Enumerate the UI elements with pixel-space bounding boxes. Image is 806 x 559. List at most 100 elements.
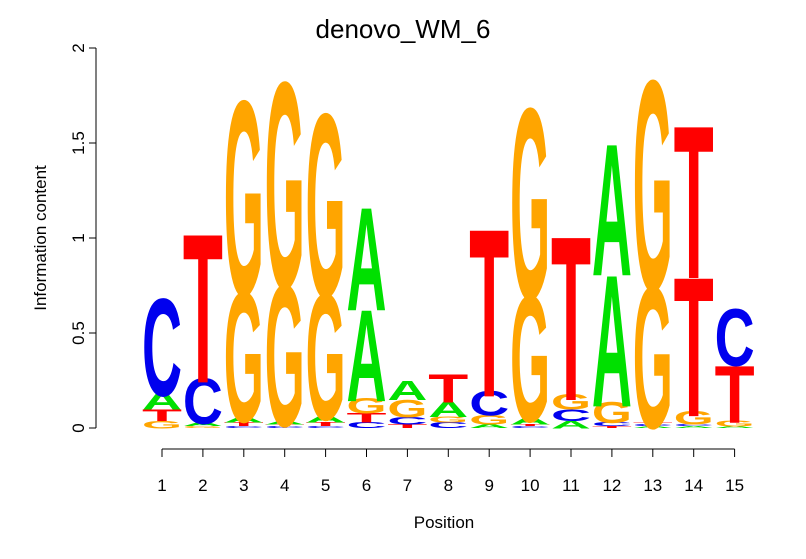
y-tick-label: 2 <box>69 43 88 52</box>
x-tick-label: 11 <box>562 476 580 495</box>
svg-text:T: T <box>592 426 632 429</box>
svg-text:C: C <box>674 424 714 427</box>
svg-text:T: T <box>224 421 264 427</box>
letter-t: T <box>674 82 714 326</box>
letter-t: T <box>428 366 468 412</box>
y-tick-label: 0.5 <box>69 321 88 345</box>
letter-t: T <box>715 348 755 440</box>
x-tick-label: 13 <box>643 476 662 495</box>
letter-a: A <box>224 415 264 424</box>
x-tick-label: 3 <box>239 476 248 495</box>
letter-t: T <box>592 426 632 429</box>
letter-c: C <box>224 426 264 429</box>
letter-t: T <box>510 424 550 427</box>
svg-text:C: C <box>510 426 550 429</box>
svg-text:T: T <box>469 179 509 448</box>
svg-text:A: A <box>142 388 182 416</box>
letter-g: G <box>142 418 182 430</box>
svg-text:C: C <box>224 426 264 429</box>
letter-t: T <box>306 421 346 427</box>
svg-text:A: A <box>347 284 387 430</box>
svg-text:G: G <box>469 412 509 427</box>
svg-text:G: G <box>633 18 673 354</box>
y-tick-label: 0 <box>69 423 88 432</box>
letter-t: T <box>633 422 673 425</box>
letter-a: A <box>592 106 632 316</box>
letter-c: C <box>428 421 468 430</box>
svg-text:G: G <box>183 426 223 429</box>
svg-text:C: C <box>551 406 591 424</box>
svg-text:G: G <box>674 408 714 429</box>
letter-g: G <box>265 20 305 350</box>
svg-text:T: T <box>674 236 714 459</box>
letter-t: T <box>387 423 427 429</box>
svg-text:G: G <box>142 418 182 430</box>
svg-text:A: A <box>265 419 305 425</box>
letter-a: A <box>347 177 387 343</box>
x-tick-label: 9 <box>484 476 493 495</box>
letter-a: A <box>469 423 509 429</box>
svg-text:A: A <box>183 421 223 427</box>
svg-text:A: A <box>428 397 468 421</box>
svg-text:C: C <box>633 424 673 427</box>
letter-a: A <box>183 421 223 427</box>
svg-text:G: G <box>551 390 591 414</box>
letter-g: G <box>633 245 673 471</box>
svg-text:G: G <box>387 395 427 422</box>
letter-c: C <box>387 415 427 427</box>
x-tick-label: 10 <box>521 476 540 495</box>
svg-text:T: T <box>347 411 387 426</box>
svg-text:A: A <box>674 426 714 429</box>
svg-text:A: A <box>592 106 632 316</box>
svg-text:T: T <box>183 190 223 428</box>
svg-text:G: G <box>510 260 550 461</box>
svg-text:A: A <box>510 415 550 427</box>
svg-text:C: C <box>265 426 305 429</box>
svg-text:A: A <box>387 376 427 407</box>
letter-g: G <box>633 18 673 354</box>
svg-text:C: C <box>592 421 632 427</box>
x-tick-label: 5 <box>321 476 330 495</box>
svg-text:C: C <box>306 426 346 429</box>
x-tick-label: 2 <box>198 476 207 495</box>
svg-text:T: T <box>142 406 182 424</box>
x-tick-label: 8 <box>444 476 453 495</box>
letter-a: A <box>265 419 305 425</box>
svg-text:A: A <box>469 423 509 429</box>
svg-text:T: T <box>510 424 550 427</box>
y-axis: 0 0.5 1 1.5 2 <box>69 43 97 433</box>
letter-g: G <box>469 412 509 427</box>
svg-text:G: G <box>306 258 346 459</box>
letter-t: T <box>347 411 387 426</box>
letter-t: T <box>674 236 714 459</box>
svg-text:C: C <box>347 421 387 430</box>
x-tick-label: 6 <box>362 476 371 495</box>
letter-g: G <box>306 60 346 353</box>
svg-text:G: G <box>224 42 264 355</box>
y-axis-label: Information content <box>31 165 50 311</box>
letter-t: T <box>551 187 591 450</box>
letter-g: G <box>592 396 632 430</box>
letter-t: T <box>469 179 509 448</box>
x-axis: 1 2 3 4 5 6 7 8 9 10 11 12 13 14 15 <box>157 448 744 495</box>
letter-g: G <box>347 394 387 418</box>
letter-c: C <box>265 426 305 429</box>
letter-a: A <box>347 284 387 430</box>
letter-g: G <box>510 51 550 357</box>
letter-a: A <box>674 426 714 429</box>
svg-text:G: G <box>510 51 550 357</box>
letter-c: C <box>469 384 509 424</box>
svg-text:G: G <box>306 60 346 353</box>
y-tick-label: 1.5 <box>69 131 88 155</box>
svg-text:A: A <box>347 177 387 343</box>
svg-text:G: G <box>633 245 673 471</box>
svg-text:T: T <box>428 366 468 412</box>
letter-c: C <box>347 421 387 430</box>
x-tick-label: 1 <box>157 476 166 495</box>
letter-c: C <box>551 406 591 424</box>
svg-text:A: A <box>224 415 264 424</box>
letter-c: C <box>592 421 632 427</box>
svg-text:G: G <box>347 394 387 418</box>
